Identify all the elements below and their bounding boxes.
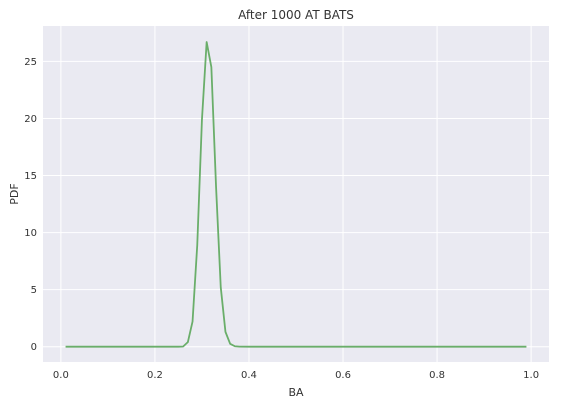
y-tick-label: 0	[31, 342, 37, 353]
x-tick-label: 0.2	[147, 370, 163, 381]
y-tick-label: 5	[31, 285, 37, 296]
y-tick-label: 25	[24, 57, 37, 68]
x-axis-label: BA	[288, 386, 304, 399]
x-tick-label: 0.4	[241, 370, 257, 381]
chart-title: After 1000 AT BATS	[238, 8, 354, 22]
x-tick-label: 0.6	[335, 370, 351, 381]
y-tick-labels: 0 5 10 15 20 25	[24, 57, 37, 353]
x-tick-label: 0.8	[429, 370, 445, 381]
y-tick-label: 15	[24, 171, 37, 182]
y-tick-label: 20	[24, 114, 37, 125]
series-line	[65, 41, 527, 348]
y-axis-label: PDF	[8, 183, 21, 204]
x-tick-label: 1.0	[523, 370, 539, 381]
plot-background	[43, 26, 549, 362]
x-tick-label: 0.0	[53, 370, 69, 381]
y-tick-label: 10	[24, 228, 37, 239]
x-tick-labels: 0.0 0.2 0.4 0.6 0.8 1.0	[53, 370, 539, 381]
